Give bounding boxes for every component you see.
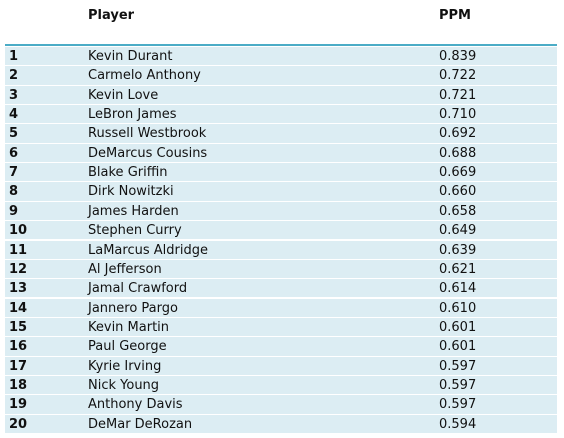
cell: 0.614 xyxy=(439,281,477,297)
cell: LeBron James xyxy=(88,107,177,123)
cell: 15 xyxy=(9,319,28,335)
table-row: 6 DeMarcus Cousins 0.688 xyxy=(5,142,557,163)
cell: DeMar DeRozan xyxy=(88,416,193,432)
cell: 17 xyxy=(9,358,28,374)
cell: Kevin Martin xyxy=(88,319,170,335)
cell: 0.688 xyxy=(439,145,477,161)
cell: 9 xyxy=(9,203,19,219)
cell: 8 xyxy=(9,184,19,200)
cell: 0.660 xyxy=(439,184,477,200)
cell: DeMarcus Cousins xyxy=(88,145,208,161)
table-row: 14 Jannero Pargo 0.610 xyxy=(5,297,557,317)
table: Player PPM 1 Kevin Durant 0.839 2 Carmelo Anth… xyxy=(5,0,557,438)
cell: Stephen Curry xyxy=(88,223,182,239)
cell: Paul George xyxy=(88,339,167,355)
cell: 11 xyxy=(9,242,28,258)
table-row: 17 Kyrie Irving 0.597 xyxy=(5,355,557,375)
cell: Player xyxy=(88,8,135,23)
cell: Jannero Pargo xyxy=(88,300,178,316)
cell: James Harden xyxy=(88,203,179,219)
table-row: 1 Kevin Durant 0.839 xyxy=(5,46,557,66)
table-row: 8 Dirk Nowitzki 0.660 xyxy=(5,181,557,201)
cell: 6 xyxy=(9,145,19,161)
cell: LaMarcus Aldridge xyxy=(88,242,208,258)
cell: 0.594 xyxy=(439,416,477,432)
cell: Kyrie Irving xyxy=(88,358,162,374)
cell: 0.597 xyxy=(439,377,477,393)
cell: 13 xyxy=(9,281,28,297)
cell: Blake Griffin xyxy=(88,165,168,181)
table-row: 11 LaMarcus Aldridge 0.639 xyxy=(5,239,557,259)
table-row: 7 Blake Griffin 0.669 xyxy=(5,162,557,182)
table-row: 19 Anthony Davis 0.597 xyxy=(5,394,557,414)
cell: Dirk Nowitzki xyxy=(88,184,174,200)
cell: Anthony Davis xyxy=(88,397,183,413)
table-row: 9 James Harden 0.658 xyxy=(5,200,557,221)
cell: 0.669 xyxy=(439,165,477,181)
cell: 20 xyxy=(9,416,28,432)
cell: 10 xyxy=(9,223,28,239)
cell: 1 xyxy=(9,49,19,64)
cell: 12 xyxy=(9,261,28,277)
table-row: 12 Al Jefferson 0.621 xyxy=(5,258,557,279)
cell: 0.597 xyxy=(439,397,477,413)
cell: 0.621 xyxy=(439,261,477,277)
cell: 0.639 xyxy=(439,242,477,258)
cell: Al Jefferson xyxy=(88,261,162,277)
cell: Carmelo Anthony xyxy=(88,68,201,84)
cell: 19 xyxy=(9,397,28,413)
table-row: 2 Carmelo Anthony 0.722 xyxy=(5,65,557,85)
table-row: 16 Paul George 0.601 xyxy=(5,336,557,356)
spacer xyxy=(5,30,557,44)
table-row: 20 DeMar DeRozan 0.594 xyxy=(5,413,557,433)
cell: Kevin Durant xyxy=(88,49,173,64)
cell: 2 xyxy=(9,68,19,84)
cell: 0.597 xyxy=(439,358,477,374)
cell: 0.658 xyxy=(439,203,477,219)
table-row: 5 Russell Westbrook 0.692 xyxy=(5,123,557,143)
cell: 0.610 xyxy=(439,300,477,316)
cell: 7 xyxy=(9,165,19,181)
cell: Russell Westbrook xyxy=(88,126,207,142)
cell: 14 xyxy=(9,300,28,316)
cell: 0.722 xyxy=(439,68,477,84)
cell: 0.839 xyxy=(439,49,477,64)
cell: 16 xyxy=(9,339,28,355)
cell: Nick Young xyxy=(88,377,160,393)
table-row: 13 Jamal Crawford 0.614 xyxy=(5,278,557,298)
cell: 4 xyxy=(9,107,19,123)
cell: 0.710 xyxy=(439,107,477,123)
table-row: 4 LeBron James 0.710 xyxy=(5,104,557,124)
cell: 0.692 xyxy=(439,126,477,142)
cell: Kevin Love xyxy=(88,87,159,103)
table-row: 18 Nick Young 0.597 xyxy=(5,374,557,395)
cell: 0.649 xyxy=(439,223,477,239)
cell: 0.601 xyxy=(439,339,477,355)
table-row: 3 Kevin Love 0.721 xyxy=(5,84,557,104)
cell: 0.721 xyxy=(439,87,477,103)
header-rule xyxy=(5,44,557,46)
cell: 5 xyxy=(9,126,19,142)
cell: 18 xyxy=(9,377,28,393)
cell: Jamal Crawford xyxy=(88,281,188,297)
cell: 3 xyxy=(9,87,19,103)
table-row: 10 Stephen Curry 0.649 xyxy=(5,220,557,240)
cell: 0.601 xyxy=(439,319,477,335)
table-row: 15 Kevin Martin 0.601 xyxy=(5,316,557,337)
header-row: Player PPM xyxy=(5,6,557,25)
cell: PPM xyxy=(439,8,471,23)
